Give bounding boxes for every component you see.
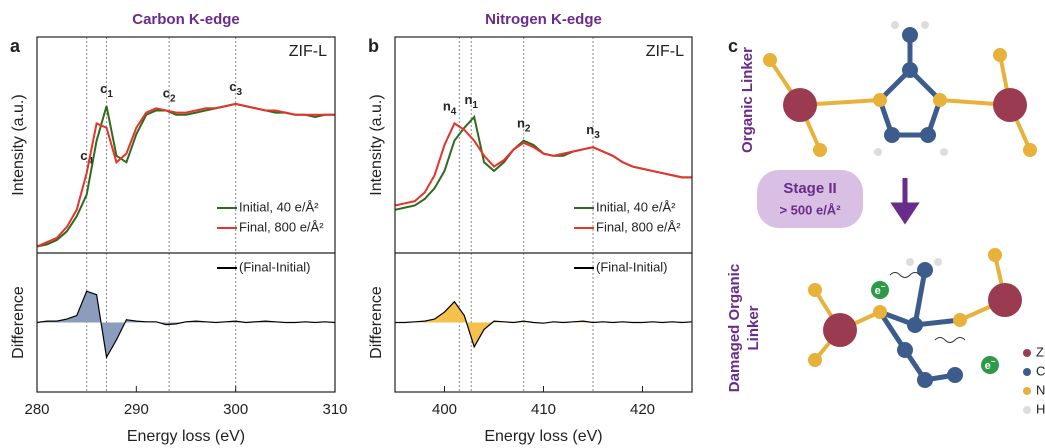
plot-frame — [36, 36, 336, 393]
chart-title: Nitrogen K-edge — [485, 11, 602, 28]
peak-letter: n — [586, 123, 594, 138]
peak-letter: c — [80, 149, 87, 164]
peak-label: n2 — [517, 116, 531, 134]
annotation: ZIF-L — [646, 43, 684, 60]
legend-label: (Final-Initial) — [596, 259, 668, 274]
legend-label: C — [1036, 363, 1045, 378]
legend-label: Final, 800 e/Å² — [239, 219, 324, 234]
panel-letter: b — [368, 36, 379, 56]
legend-label: Initial, 40 e/Å² — [239, 199, 319, 214]
x-axis-label: Energy loss (eV) — [484, 428, 602, 445]
peak-index: 4 — [451, 106, 457, 117]
peak-letter: n — [517, 116, 525, 131]
annotation: ZIF-L — [289, 43, 327, 60]
peak-index: 3 — [594, 130, 600, 141]
damaged-molecule — [808, 248, 1022, 388]
peak-index: 2 — [525, 123, 531, 134]
stage-label: Stage II — [783, 180, 836, 197]
legend-label: N — [1036, 382, 1045, 397]
x-axis-label: Energy loss (eV) — [127, 428, 245, 445]
peak-letter: n — [443, 99, 451, 114]
peak-index: 1 — [472, 100, 478, 111]
linker-molecule — [763, 21, 1037, 157]
electron: e− — [985, 357, 996, 372]
peak-index: 3 — [237, 87, 243, 98]
electron-charge: − — [881, 282, 886, 291]
legend-label: (Final-Initial) — [239, 259, 311, 274]
panel-letter: a — [10, 36, 21, 56]
x-tick-label: 420 — [630, 401, 655, 418]
legend-label: H — [1036, 401, 1045, 416]
peak-label: n3 — [586, 123, 600, 141]
spectrum-line — [394, 121, 692, 207]
y-axis-label: Difference — [10, 286, 27, 359]
y-axis-label: Difference — [368, 286, 385, 359]
x-tick-label: 290 — [124, 401, 149, 418]
atom-legend — [1023, 349, 1031, 414]
difference-line — [36, 290, 336, 360]
peak-label: c2 — [163, 86, 176, 104]
peak-label: n4 — [443, 99, 457, 117]
difference-area — [395, 301, 692, 347]
legend-label: Initial, 40 e/Å² — [596, 199, 676, 214]
y-axis-label: Intensity (a.u.) — [368, 94, 385, 195]
top-label: Organic Linker — [739, 47, 756, 153]
peak-label: c4 — [80, 149, 93, 167]
spectrum-line — [394, 114, 692, 211]
spectrum-line — [36, 102, 335, 248]
electron-charge: − — [991, 357, 996, 366]
plot-frame — [394, 36, 693, 393]
stage-box — [757, 170, 863, 228]
difference-line — [395, 300, 693, 349]
peak-index: 1 — [107, 89, 113, 100]
bottom-label: Damaged Organic — [726, 264, 743, 392]
peak-label: c3 — [229, 79, 242, 97]
x-tick-label: 280 — [24, 401, 49, 418]
peak-index: 4 — [88, 156, 94, 167]
x-tick-label: 400 — [432, 401, 457, 418]
electron-text: e — [985, 360, 991, 372]
peak-letter: c — [100, 82, 107, 97]
electron: e− — [875, 282, 886, 297]
legend-label: Zn — [1036, 344, 1045, 359]
panel-letter: c — [728, 36, 738, 56]
peak-letter: n — [464, 92, 472, 107]
peak-letter: c — [163, 86, 170, 101]
arrow — [890, 178, 920, 225]
chart-title: Carbon K-edge — [132, 11, 240, 28]
difference-area — [37, 291, 335, 358]
legend-label: Final, 800 e/Å² — [596, 219, 681, 234]
x-tick-label: 300 — [223, 401, 248, 418]
peak-label: c1 — [100, 82, 113, 100]
peak-index: 2 — [170, 93, 176, 104]
electron-text: e — [875, 285, 881, 297]
peak-label: n1 — [464, 92, 478, 110]
x-tick-label: 310 — [322, 401, 347, 418]
x-tick-label: 410 — [531, 401, 556, 418]
stage-dose: > 500 e/Å² — [779, 202, 841, 217]
peak-letter: c — [229, 79, 236, 94]
bottom-label: Linker — [745, 305, 762, 350]
y-axis-label: Intensity (a.u.) — [10, 94, 27, 195]
